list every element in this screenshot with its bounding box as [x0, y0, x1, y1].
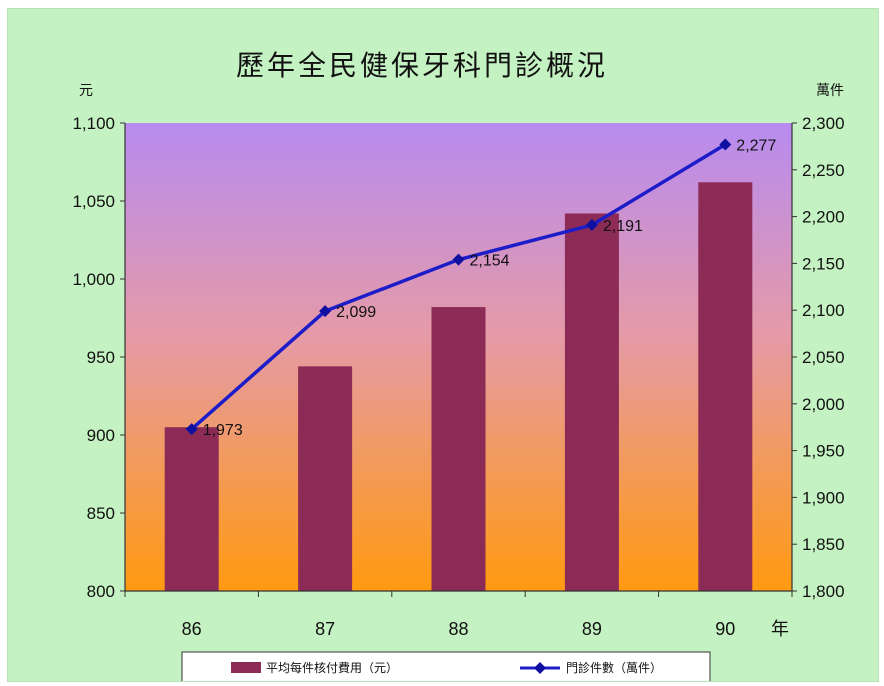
bar-90: [698, 182, 753, 591]
left-tick-label: 1,050: [72, 192, 115, 211]
line-point-87: [319, 305, 332, 318]
right-tick-label: 1,900: [802, 488, 845, 507]
right-tick-label: 1,850: [802, 535, 845, 554]
legend: 平均每件核付費用（元） 門診件數（萬件）: [181, 651, 711, 681]
line-point-89: [585, 219, 598, 232]
left-tick-label: 1,100: [72, 114, 115, 133]
x-axis-unit: 年: [771, 619, 789, 639]
left-tick-label: 900: [87, 426, 115, 445]
line-data-label: 2,191: [603, 218, 643, 235]
bars-layer: [164, 182, 753, 592]
x-tick-label: 87: [315, 619, 335, 639]
line-layer: [185, 138, 732, 436]
bar-86: [164, 427, 219, 591]
legend-bar-label: 平均每件核付費用（元）: [266, 660, 398, 675]
right-tick-label: 2,250: [802, 161, 845, 180]
right-tick-label: 2,150: [802, 254, 845, 273]
right-axis-unit: 萬件: [816, 83, 844, 99]
left-tick-label: 850: [87, 504, 115, 523]
line-data-label: 2,099: [336, 304, 376, 321]
x-tick-label: 89: [582, 619, 602, 639]
right-tick-label: 1,800: [802, 582, 845, 601]
bar-89: [564, 213, 619, 592]
right-tick-label: 2,100: [802, 301, 845, 320]
line-data-label: 2,277: [736, 138, 776, 155]
x-tick-label: 90: [715, 619, 735, 639]
bar-87: [298, 366, 353, 591]
legend-box: [181, 651, 711, 681]
chart-frame: 歷年全民健保牙科門診概況 元 萬件 800 850 900 950 1,000 1,050…: [7, 8, 879, 682]
left-tick-label: 950: [87, 348, 115, 367]
labels-layer: 1,973 2,099 2,154 2,191 2,277: [203, 138, 777, 440]
legend-bar-swatch: [231, 662, 261, 673]
left-tick-label: 1,000: [72, 270, 115, 289]
axes-layer: 800 850 900 950 1,000 1,050 1,100 1,800 1,850 1,9…: [72, 114, 844, 639]
legend-line-label: 門診件數（萬件）: [566, 660, 662, 675]
line-point-88: [452, 253, 465, 266]
right-tick-label: 2,000: [802, 395, 845, 414]
left-tick-label: 800: [87, 582, 115, 601]
line-point-86: [185, 423, 198, 436]
line-data-label: 1,973: [203, 422, 243, 439]
bar-88: [431, 307, 486, 591]
legend-diamond-icon: [534, 662, 546, 674]
right-tick-label: 2,200: [802, 208, 845, 227]
right-tick-label: 2,300: [802, 114, 845, 133]
line-point-90: [719, 138, 732, 151]
right-tick-label: 1,950: [802, 442, 845, 461]
chart-title: 歷年全民健保牙科門診概況: [236, 49, 608, 82]
line-data-label: 2,154: [470, 253, 510, 270]
x-tick-label: 88: [448, 619, 468, 639]
right-tick-label: 2,050: [802, 348, 845, 367]
x-tick-label: 86: [182, 619, 202, 639]
left-axis-unit: 元: [79, 83, 93, 99]
dental-outpatient-chart: 歷年全民健保牙科門診概況 元 萬件 800 850 900 950 1,000 1,050…: [72, 49, 845, 681]
